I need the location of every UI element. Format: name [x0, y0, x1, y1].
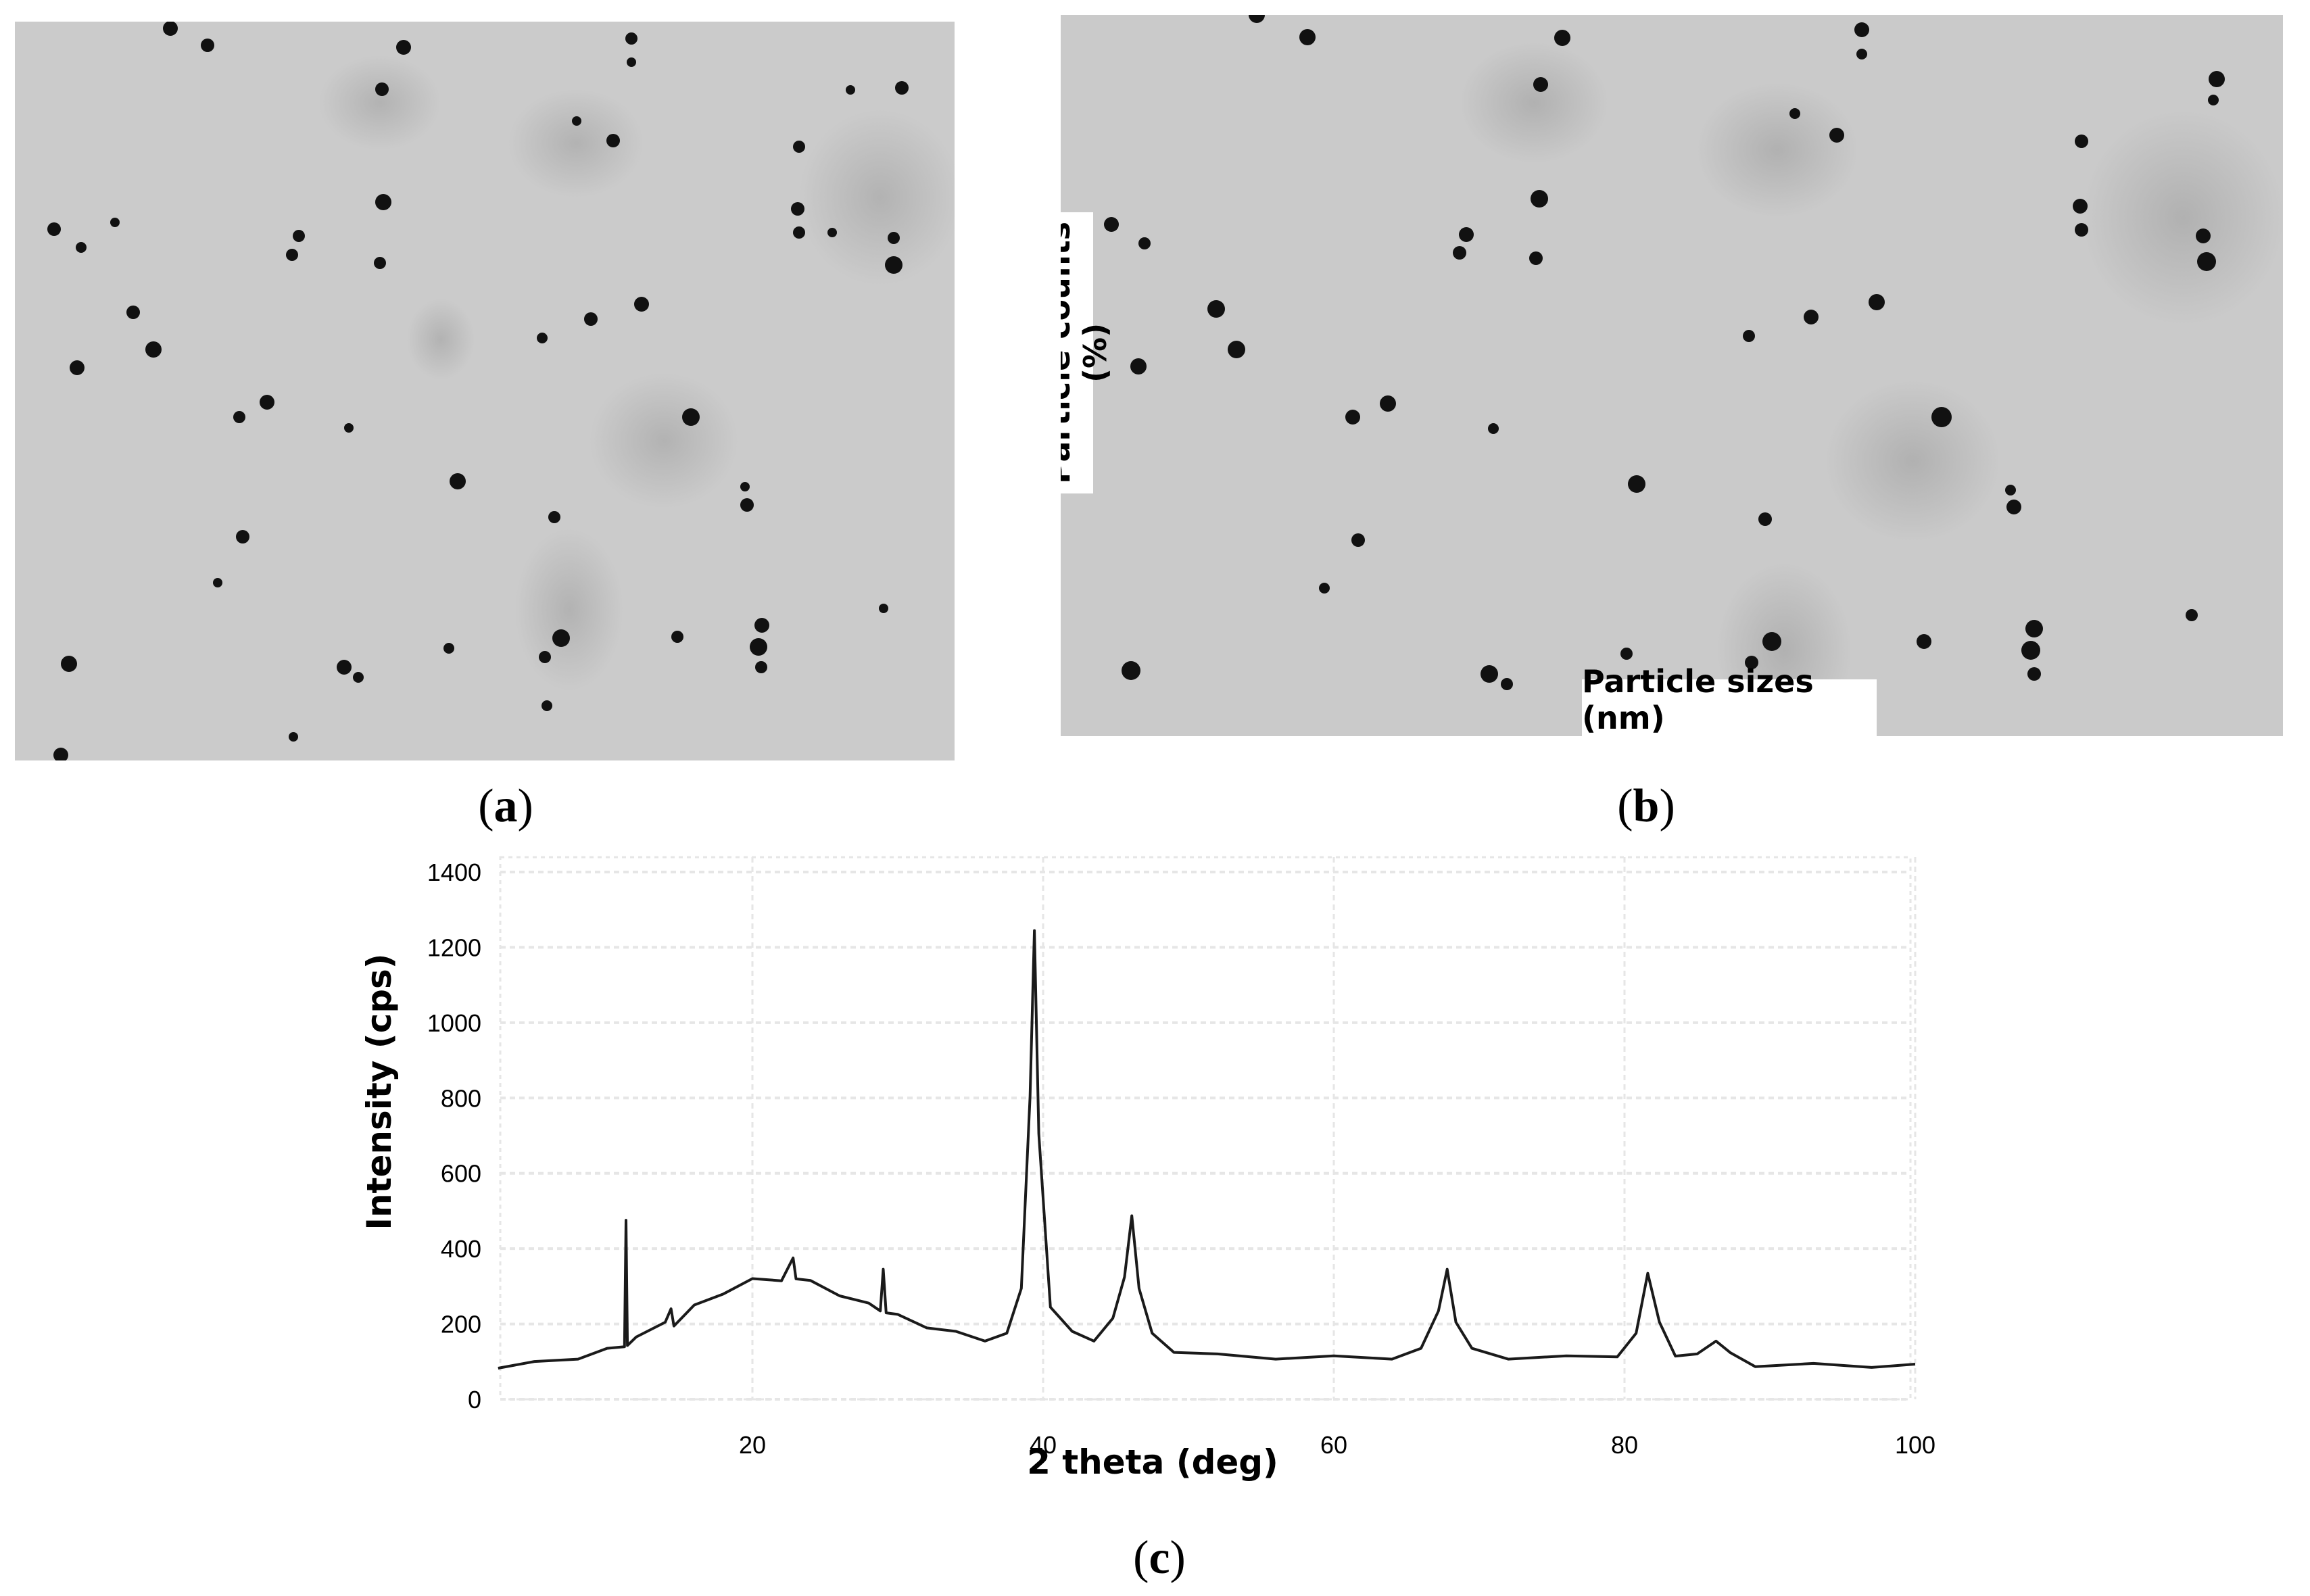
y-tick-label: 400 [441, 1235, 481, 1263]
x-tick-label: 60 [1320, 1431, 1347, 1459]
chart-grid [499, 856, 1917, 1401]
y-tick-label: 800 [441, 1084, 481, 1112]
caption-close: ) [517, 780, 533, 832]
caption-letter: b [1633, 780, 1660, 832]
x-tick-label: 40 [1030, 1431, 1057, 1459]
y-tick-label: 1000 [427, 1009, 481, 1037]
caption-close: ) [1170, 1532, 1186, 1584]
tem-image-b: Particle counts (%) Particle sizes (nm) [1061, 15, 2283, 736]
y-tick-label: 200 [441, 1311, 481, 1338]
tem-particles-b [1061, 15, 2283, 736]
x-tick-label: 100 [1895, 1431, 1935, 1459]
caption-close: ) [1659, 780, 1675, 832]
caption-letter: c [1149, 1532, 1170, 1584]
x-axis-title: 2 theta (deg) [1027, 1443, 1278, 1482]
x-tick-label: 20 [739, 1431, 766, 1459]
x-tick-label: 80 [1611, 1431, 1638, 1459]
caption-a: (a) [438, 783, 573, 830]
y-axis-title: Intensity (cps) [360, 953, 399, 1230]
caption-b: (b) [1579, 783, 1714, 830]
x-axis-ticks: 20 40 60 80 100 [739, 1431, 1935, 1459]
caption-open: ( [1617, 780, 1633, 832]
y-tick-label: 1200 [427, 934, 481, 961]
y-tick-label: 1400 [427, 859, 481, 886]
caption-open: ( [1133, 1532, 1149, 1584]
caption-c: (c) [1092, 1534, 1227, 1582]
tem-particles-a [15, 22, 955, 760]
y-tick-label: 600 [441, 1160, 481, 1188]
y-tick-label: 0 [468, 1386, 481, 1413]
caption-open: ( [478, 780, 494, 832]
particle-sizes-label: Particle sizes (nm) [1582, 663, 1877, 736]
xrd-curve [498, 929, 1916, 1370]
y-axis-ticks: 0 200 400 600 800 1000 1200 1400 [427, 859, 481, 1413]
tem-image-a [15, 22, 955, 760]
caption-letter: a [494, 780, 518, 832]
